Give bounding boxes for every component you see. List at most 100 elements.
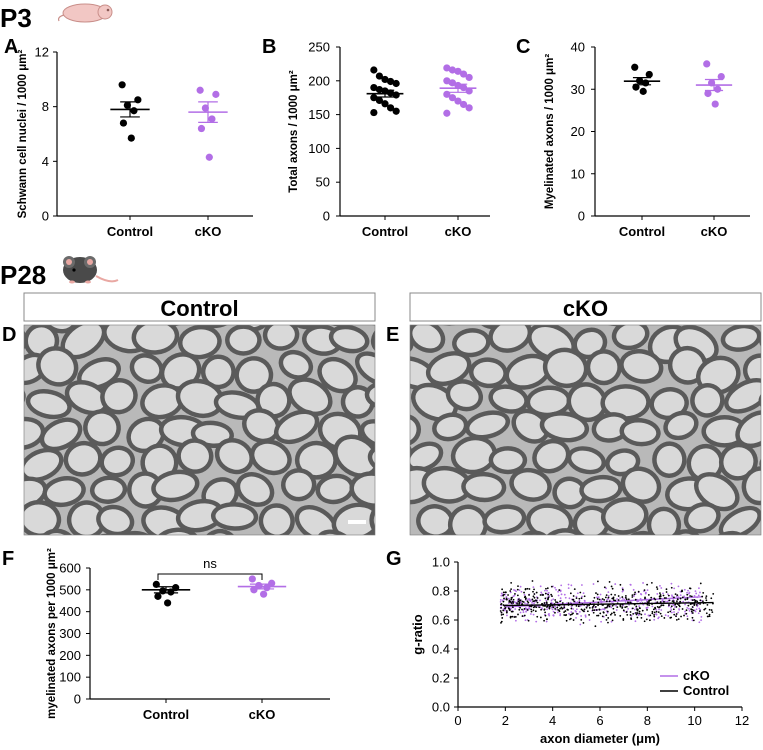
chart-g: 0.0 0.2 0.4 0.6 0.8 1.0 0 2 4 6 8 10 12 axon diameter… — [410, 555, 749, 747]
scatter-point — [616, 598, 618, 600]
scatter-point — [696, 605, 699, 608]
y-tick-label: 0 — [42, 209, 49, 224]
micrograph-d-title: Control — [160, 296, 238, 321]
x-category-label: cKO — [249, 707, 276, 722]
y-axis-label: myelinated axons per 1000 μm² — [46, 548, 58, 719]
scatter-point — [578, 597, 581, 600]
scatter-point — [699, 610, 701, 612]
x-tick-label: 12 — [735, 713, 749, 728]
scatter-point — [637, 614, 640, 617]
data-point — [370, 83, 378, 92]
scatter-point — [632, 612, 635, 615]
scatter-point — [596, 596, 598, 599]
scatter-point — [688, 592, 690, 595]
scatter-point — [586, 610, 589, 613]
scatter-point — [622, 619, 625, 621]
y-tick-label: 150 — [308, 107, 330, 122]
axon — [24, 452, 60, 478]
scatter-point — [636, 612, 639, 614]
scatter-point — [551, 608, 554, 611]
scatter-point — [651, 612, 654, 615]
scatter-point — [527, 601, 530, 604]
data-point — [123, 101, 131, 109]
scatter-point — [505, 596, 508, 599]
scatter-point — [596, 614, 598, 617]
scatter-point — [509, 591, 512, 594]
scatter-point — [595, 609, 598, 611]
scatter-point — [607, 594, 610, 597]
scatter-point — [570, 607, 573, 610]
scatter-point — [588, 613, 591, 616]
scatter-point — [544, 614, 547, 617]
scatter-point — [588, 619, 591, 621]
scatter-point — [603, 586, 606, 589]
axon — [320, 478, 350, 500]
scatter-point — [699, 599, 702, 602]
scatter-point — [711, 611, 714, 614]
scatter-point — [712, 592, 715, 595]
data-point — [375, 85, 384, 94]
scatter-point — [636, 600, 639, 603]
data-point — [703, 60, 711, 68]
scatter-point — [687, 589, 689, 592]
scatter-point — [686, 593, 689, 596]
scatter-point — [547, 591, 550, 594]
axon — [492, 388, 525, 410]
scatter-point — [605, 614, 608, 617]
scatter-point — [624, 595, 627, 597]
scatter-point — [554, 611, 556, 614]
data-point — [208, 115, 216, 123]
scatter-point — [666, 600, 669, 603]
axon — [164, 356, 197, 387]
scatter-point — [527, 619, 530, 622]
scatter-point — [505, 598, 508, 601]
scatter-point — [501, 617, 504, 619]
scatter-point — [667, 615, 670, 617]
data-point — [127, 134, 135, 142]
axon — [415, 387, 454, 418]
scatter-point — [607, 621, 609, 624]
y-tick-label: 250 — [308, 40, 330, 55]
scatter-point — [677, 618, 680, 620]
scatter-point — [638, 607, 641, 609]
scatter-point — [638, 612, 641, 615]
scatter-point — [526, 600, 529, 603]
axon — [544, 415, 585, 438]
scatter-point — [658, 606, 660, 609]
axon — [291, 381, 329, 412]
data-point — [118, 81, 126, 89]
scatter-point — [510, 598, 513, 601]
axon — [373, 505, 375, 535]
scatter-point — [598, 598, 601, 601]
axon — [596, 416, 627, 439]
scatter-point — [523, 593, 526, 596]
data-point — [717, 72, 725, 81]
scatter-point — [532, 613, 535, 616]
scale-bar — [348, 520, 366, 524]
scatter-point — [680, 615, 682, 618]
data-point — [119, 119, 128, 127]
scatter-point — [517, 585, 519, 587]
y-tick-label: 10 — [571, 166, 585, 181]
scatter-point — [584, 615, 587, 618]
scatter-point — [575, 597, 578, 600]
scatter-point — [660, 604, 663, 607]
scatter-point — [624, 601, 627, 604]
scatter-point — [602, 611, 605, 614]
scatter-point — [673, 596, 675, 599]
scatter-point — [539, 616, 542, 619]
scatter-point — [536, 601, 539, 604]
scatter-point — [642, 582, 644, 584]
scatter-point — [499, 610, 502, 612]
axon — [370, 509, 405, 535]
scatter-point — [591, 609, 594, 612]
scatter-point — [577, 605, 580, 608]
axon — [616, 325, 645, 346]
scatter-point — [605, 587, 607, 590]
axon — [410, 445, 439, 468]
scatter-point — [552, 614, 555, 617]
axon — [587, 533, 623, 569]
scatter-point — [521, 600, 524, 603]
scatter-point — [556, 606, 559, 609]
scatter-point — [660, 615, 663, 618]
